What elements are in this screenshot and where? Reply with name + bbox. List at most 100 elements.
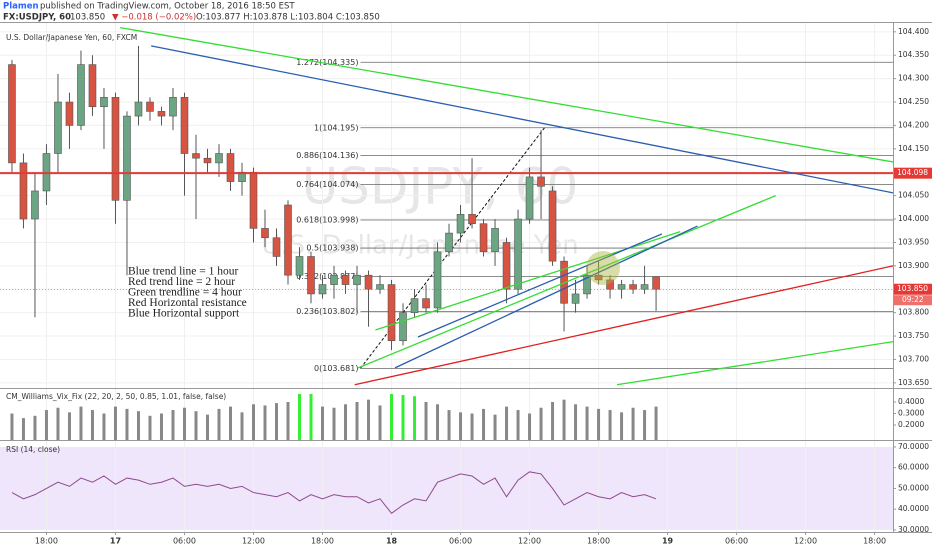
fib-label: 0.382(103.877) bbox=[296, 272, 358, 281]
vix-bar bbox=[275, 403, 279, 440]
pane-title: U.S. Dollar/Japanese Yen, 60, FXCM bbox=[6, 33, 137, 42]
candle-body bbox=[111, 97, 120, 201]
watermark-subtitle: U.S. Dollar/Japanese Yen bbox=[261, 231, 578, 261]
candle-body bbox=[261, 228, 269, 239]
trendline bbox=[119, 26, 894, 163]
candle-body bbox=[192, 153, 200, 159]
rsi-line bbox=[11, 471, 657, 515]
x-tick-label: 19 bbox=[662, 537, 674, 546]
vix-bar bbox=[344, 404, 348, 440]
last-price-tag bbox=[894, 283, 932, 295]
candle-body bbox=[571, 293, 580, 304]
vix-bar bbox=[654, 406, 658, 440]
y-tick-label: 103.650 bbox=[898, 378, 929, 387]
last-price-tag-label: 103.850 bbox=[897, 284, 928, 293]
trendline bbox=[394, 225, 698, 369]
y-tick-label: 70.0000 bbox=[898, 442, 929, 451]
candle-body bbox=[594, 274, 603, 281]
candle-body bbox=[491, 228, 499, 253]
vix-bar bbox=[113, 406, 117, 440]
candle-body bbox=[54, 101, 62, 154]
fib-label: 1(104.195) bbox=[314, 123, 358, 132]
y-tick-label: 104.150 bbox=[898, 144, 929, 153]
candle-body bbox=[445, 232, 453, 253]
countdown-label: 09:22 bbox=[902, 295, 924, 304]
vix-bar bbox=[298, 393, 302, 440]
x-tick-label: 18 bbox=[386, 537, 398, 546]
vix-bar bbox=[148, 415, 152, 440]
candle-body bbox=[617, 284, 626, 290]
trendline bbox=[151, 45, 894, 194]
vix-bar bbox=[551, 401, 555, 440]
candle-body bbox=[514, 218, 522, 290]
vix-bar bbox=[205, 414, 209, 440]
vix-bar bbox=[585, 406, 589, 440]
x-tick-label: 12:00 bbox=[242, 537, 265, 546]
candle-body bbox=[468, 214, 476, 225]
vix-bar bbox=[33, 415, 37, 440]
symbol: FX:USDJPY, 60 bbox=[3, 13, 71, 23]
fib-label: 0.764(104.074) bbox=[296, 180, 358, 189]
vix-bar bbox=[79, 406, 83, 440]
author[interactable]: Plamen bbox=[3, 2, 39, 12]
candle-body bbox=[295, 256, 304, 276]
vix-bar bbox=[10, 413, 14, 440]
vix-bar bbox=[309, 393, 313, 440]
fib-label: 0.236(103.802) bbox=[296, 307, 358, 316]
candle-body bbox=[652, 276, 660, 290]
fib-label: 0.886(104.136) bbox=[296, 151, 358, 160]
candle-body bbox=[330, 274, 338, 285]
candle-body bbox=[272, 237, 281, 257]
vix-bar bbox=[597, 408, 601, 440]
candle-body bbox=[123, 115, 131, 201]
vix-bar bbox=[56, 407, 60, 440]
y-tick-label: 30.0000 bbox=[898, 525, 929, 534]
vix-bar bbox=[159, 413, 163, 440]
candle-body bbox=[215, 153, 223, 164]
candle-body bbox=[8, 64, 16, 164]
pane-title: RSI (14, close) bbox=[6, 445, 60, 454]
fib-label: 1.272(104.335) bbox=[296, 58, 358, 67]
trendline bbox=[616, 341, 894, 386]
x-tick-label: 18:00 bbox=[35, 537, 58, 546]
vix-bar bbox=[413, 396, 417, 440]
candle-body bbox=[77, 64, 85, 126]
note: Green trendline = 4 hour bbox=[128, 287, 242, 299]
change: ▼ −0.018 (−0.02%) bbox=[112, 13, 196, 23]
vix-bar bbox=[447, 410, 451, 440]
note: Blue trend line = 1 hour bbox=[128, 266, 238, 278]
note: Red trend line = 2 hour bbox=[128, 276, 235, 288]
vix-bar bbox=[355, 401, 359, 440]
candle-body bbox=[226, 153, 235, 182]
trendline bbox=[417, 233, 663, 338]
x-tick-label: 12:00 bbox=[794, 537, 817, 546]
vix-bar bbox=[102, 413, 106, 440]
x-tick-label: 18:00 bbox=[311, 537, 334, 546]
vix-bar bbox=[620, 412, 624, 440]
candle-body bbox=[387, 284, 396, 342]
x-tick-label: 06:00 bbox=[449, 537, 472, 546]
vix-bar bbox=[470, 413, 474, 440]
candle-body bbox=[422, 298, 430, 309]
candle-body bbox=[65, 101, 74, 126]
y-tick-label: 104.400 bbox=[898, 27, 929, 36]
candle-body bbox=[410, 298, 419, 313]
trendline bbox=[357, 195, 776, 369]
resistance-tag-label: 104.098 bbox=[897, 168, 928, 177]
x-tick-label: 18:00 bbox=[863, 537, 886, 546]
vix-bar bbox=[608, 410, 612, 440]
vix-bar bbox=[44, 410, 48, 440]
y-tick-label: 104.200 bbox=[898, 120, 929, 129]
candle-body bbox=[31, 190, 39, 220]
vix-bar bbox=[182, 407, 186, 440]
vix-bar bbox=[228, 406, 232, 440]
y-tick-label: 104.000 bbox=[898, 214, 929, 223]
vix-bar bbox=[401, 395, 405, 440]
candle-body bbox=[180, 97, 189, 154]
candle-body bbox=[203, 157, 212, 164]
vix-bar bbox=[251, 404, 255, 440]
y-tick-label: 0.2000 bbox=[898, 420, 924, 429]
y-tick-label: 103.950 bbox=[898, 237, 929, 246]
